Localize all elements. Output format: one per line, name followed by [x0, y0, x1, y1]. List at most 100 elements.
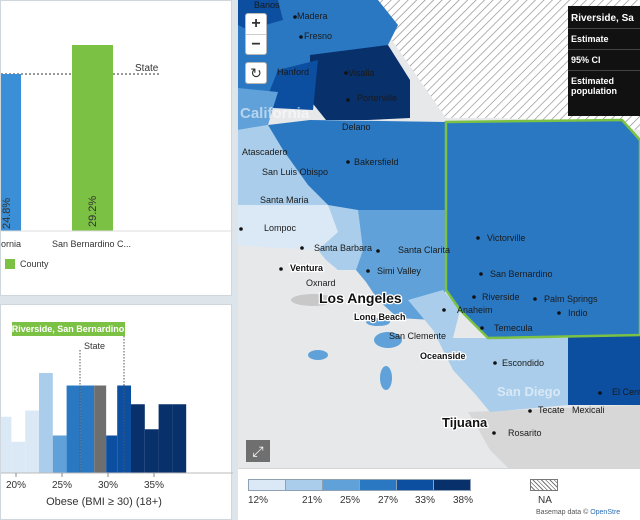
reset-view-icon[interactable]: ↻: [245, 62, 267, 84]
county-san-luis-obispo[interactable]: [238, 125, 328, 205]
place-label-rosarito: Rosarito: [508, 428, 542, 438]
zoom-in-button[interactable]: +: [251, 15, 261, 32]
histogram-bin-12[interactable]: [144, 429, 159, 473]
histogram-tick-label: 35%: [144, 480, 164, 491]
zoom-control: + −: [245, 13, 267, 55]
island-5: [308, 350, 328, 360]
bar-chart-legend: County: [5, 259, 49, 269]
place-label-long-beach: Long Beach: [354, 312, 406, 322]
histogram-bin-5[interactable]: [52, 435, 67, 474]
city-dot: [533, 297, 537, 301]
city-dot: [346, 98, 350, 102]
place-label-temecula: Temecula: [494, 323, 533, 333]
place-label-mexicali: Mexicali: [572, 405, 605, 415]
county-san-diego[interactable]: [433, 330, 568, 412]
county-fresno[interactable]: [238, 0, 398, 92]
place-label-porterville: Porterville: [357, 93, 397, 103]
attribution-prefix: Basemap data ©: [536, 509, 591, 516]
city-dot: [279, 267, 283, 271]
place-label-delano: Delano: [342, 122, 371, 132]
bar-value-label-california: 24.8%: [1, 198, 13, 229]
city-dot: [300, 246, 304, 250]
county-kern[interactable]: [268, 120, 446, 210]
island-1: [291, 294, 335, 306]
zoom-out-button[interactable]: −: [246, 34, 266, 54]
distribution-panel: Riverside, San Bernardino State 20% 25% 30…: [0, 304, 233, 520]
category-label-san-bernardino: San Bernardino C...: [52, 239, 131, 249]
county-orange[interactable]: [408, 290, 460, 338]
place-label-victorville: Victorville: [487, 233, 525, 243]
bar-california[interactable]: [1, 74, 21, 231]
city-dot: [366, 269, 370, 273]
histogram-bin-4[interactable]: [39, 373, 53, 473]
histogram-x-axis-label: Obese (BMI ≥ 30) (18+): [46, 496, 162, 508]
map-panel[interactable]: Banos Madera Fresno Hanford Visalia Portervil…: [238, 0, 640, 520]
place-label-ventura: Ventura: [290, 263, 324, 273]
county-monterey[interactable]: [238, 88, 278, 130]
county-legend-swatch: [5, 259, 15, 269]
place-label-santa-barbara: Santa Barbara: [314, 243, 372, 253]
histogram-bin-1[interactable]: [1, 416, 12, 473]
histogram-bin-7[interactable]: [80, 385, 95, 474]
city-dot: [239, 227, 243, 231]
color-ramp-tick-2: 25%: [339, 495, 361, 506]
place-label-san-luis-obispo: San Luis Obispo: [262, 167, 328, 177]
expand-icon[interactable]: ⤢: [246, 440, 270, 462]
county-santa-barbara[interactable]: [238, 205, 338, 250]
city-dot: [346, 160, 350, 164]
place-label-california: California: [240, 105, 310, 122]
place-label-san-diego: San Diego: [497, 384, 561, 399]
histogram-bin-14[interactable]: [172, 404, 187, 473]
histogram-bin-9[interactable]: [106, 435, 118, 474]
color-ramp-tick-4: 33%: [414, 495, 436, 506]
city-dot: [528, 409, 532, 413]
category-label-california: ornia: [1, 239, 21, 249]
histogram-bin-8[interactable]: [94, 385, 107, 474]
color-ramp-tick-5: 38%: [452, 495, 474, 506]
color-ramp-step-4: [396, 479, 434, 491]
color-ramp-tick-3: 27%: [377, 495, 399, 506]
na-label: NA: [538, 495, 552, 506]
county-ventura[interactable]: [318, 205, 363, 270]
city-dot: [376, 249, 380, 253]
color-ramp-tick-1: 21%: [301, 495, 323, 506]
place-label-lompoc: Lompoc: [264, 223, 297, 233]
histogram-bin-11[interactable]: [131, 404, 145, 473]
county-legend-label: County: [20, 259, 49, 269]
place-label-tecate: Tecate: [538, 405, 565, 415]
basemap-attribution: Basemap data © OpenStre: [536, 509, 620, 516]
city-dot: [476, 236, 480, 240]
histogram-bin-2[interactable]: [11, 441, 26, 473]
tooltip-title: Riverside, Sa: [571, 13, 634, 24]
place-label-oxnard: Oxnard: [306, 278, 336, 288]
place-label-fresno: Fresno: [304, 31, 332, 41]
histogram-tick-label: 30%: [98, 480, 118, 491]
place-label-san-bernardino: San Bernardino: [490, 269, 553, 279]
color-ramp-tick-0: 12%: [247, 495, 269, 506]
city-dot: [557, 311, 561, 315]
city-dot: [472, 295, 476, 299]
place-label-visalia: Visalia: [348, 68, 374, 78]
bar-value-label-san-bernardino: 29.2%: [87, 196, 99, 227]
island-4: [380, 366, 392, 390]
histogram-bin-6[interactable]: [66, 385, 81, 474]
attribution-link[interactable]: OpenStre: [590, 509, 621, 516]
bar-san-bernardino[interactable]: [72, 45, 113, 231]
county-kings[interactable]: [268, 60, 318, 110]
histogram-bin-3[interactable]: [25, 410, 39, 474]
histogram-tick-label: 25%: [52, 480, 72, 491]
county-tulare[interactable]: [310, 45, 410, 120]
obesity-distribution-histogram: Riverside, San Bernardino State 20% 25% 30…: [1, 322, 233, 508]
county-imperial[interactable]: [568, 335, 640, 405]
county-riverside-san-bernardino[interactable]: [444, 118, 640, 340]
place-label-el-centro: El Centro: [612, 387, 640, 397]
place-label-simi-valley: Simi Valley: [377, 266, 421, 276]
place-label-santa-clarita: Santa Clarita: [398, 245, 450, 255]
highlight-label: Riverside, San Bernardino: [12, 324, 125, 334]
color-ramp-step-2: [322, 479, 360, 491]
histogram-bin-13[interactable]: [158, 404, 173, 473]
county-los-angeles[interactable]: [356, 210, 446, 320]
place-label-santa-maria: Santa Maria: [260, 195, 309, 205]
tooltip-estimate-label: Estimate: [568, 28, 640, 49]
color-ramp: [248, 479, 471, 491]
